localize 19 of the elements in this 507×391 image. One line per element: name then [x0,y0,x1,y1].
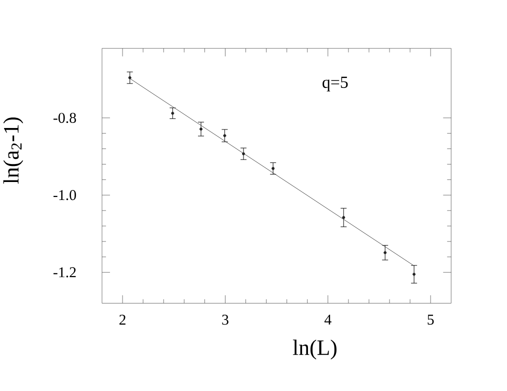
point [200,128,202,131]
y-axis-title: ln(a$_{2}$-1) [3,117,24,184]
point [128,76,132,80]
y-tick-label: -0.8 [54,112,76,123]
point [384,251,387,254]
point [223,134,226,138]
point [242,152,245,156]
x-tick-label: 2 [119,314,126,325]
annotation: q=5 [322,76,348,92]
x-tick-label: 5 [428,314,434,325]
y-tick-label: -1.2 [54,267,76,278]
point [171,112,174,115]
point [272,166,275,170]
point [412,272,416,276]
y-tick-label: -1.0 [54,190,76,200]
x-tick-label: 4 [324,314,332,325]
x-tick-label: 3 [222,314,228,325]
point [342,216,346,220]
x-axis-title: ln(L) [292,340,336,360]
